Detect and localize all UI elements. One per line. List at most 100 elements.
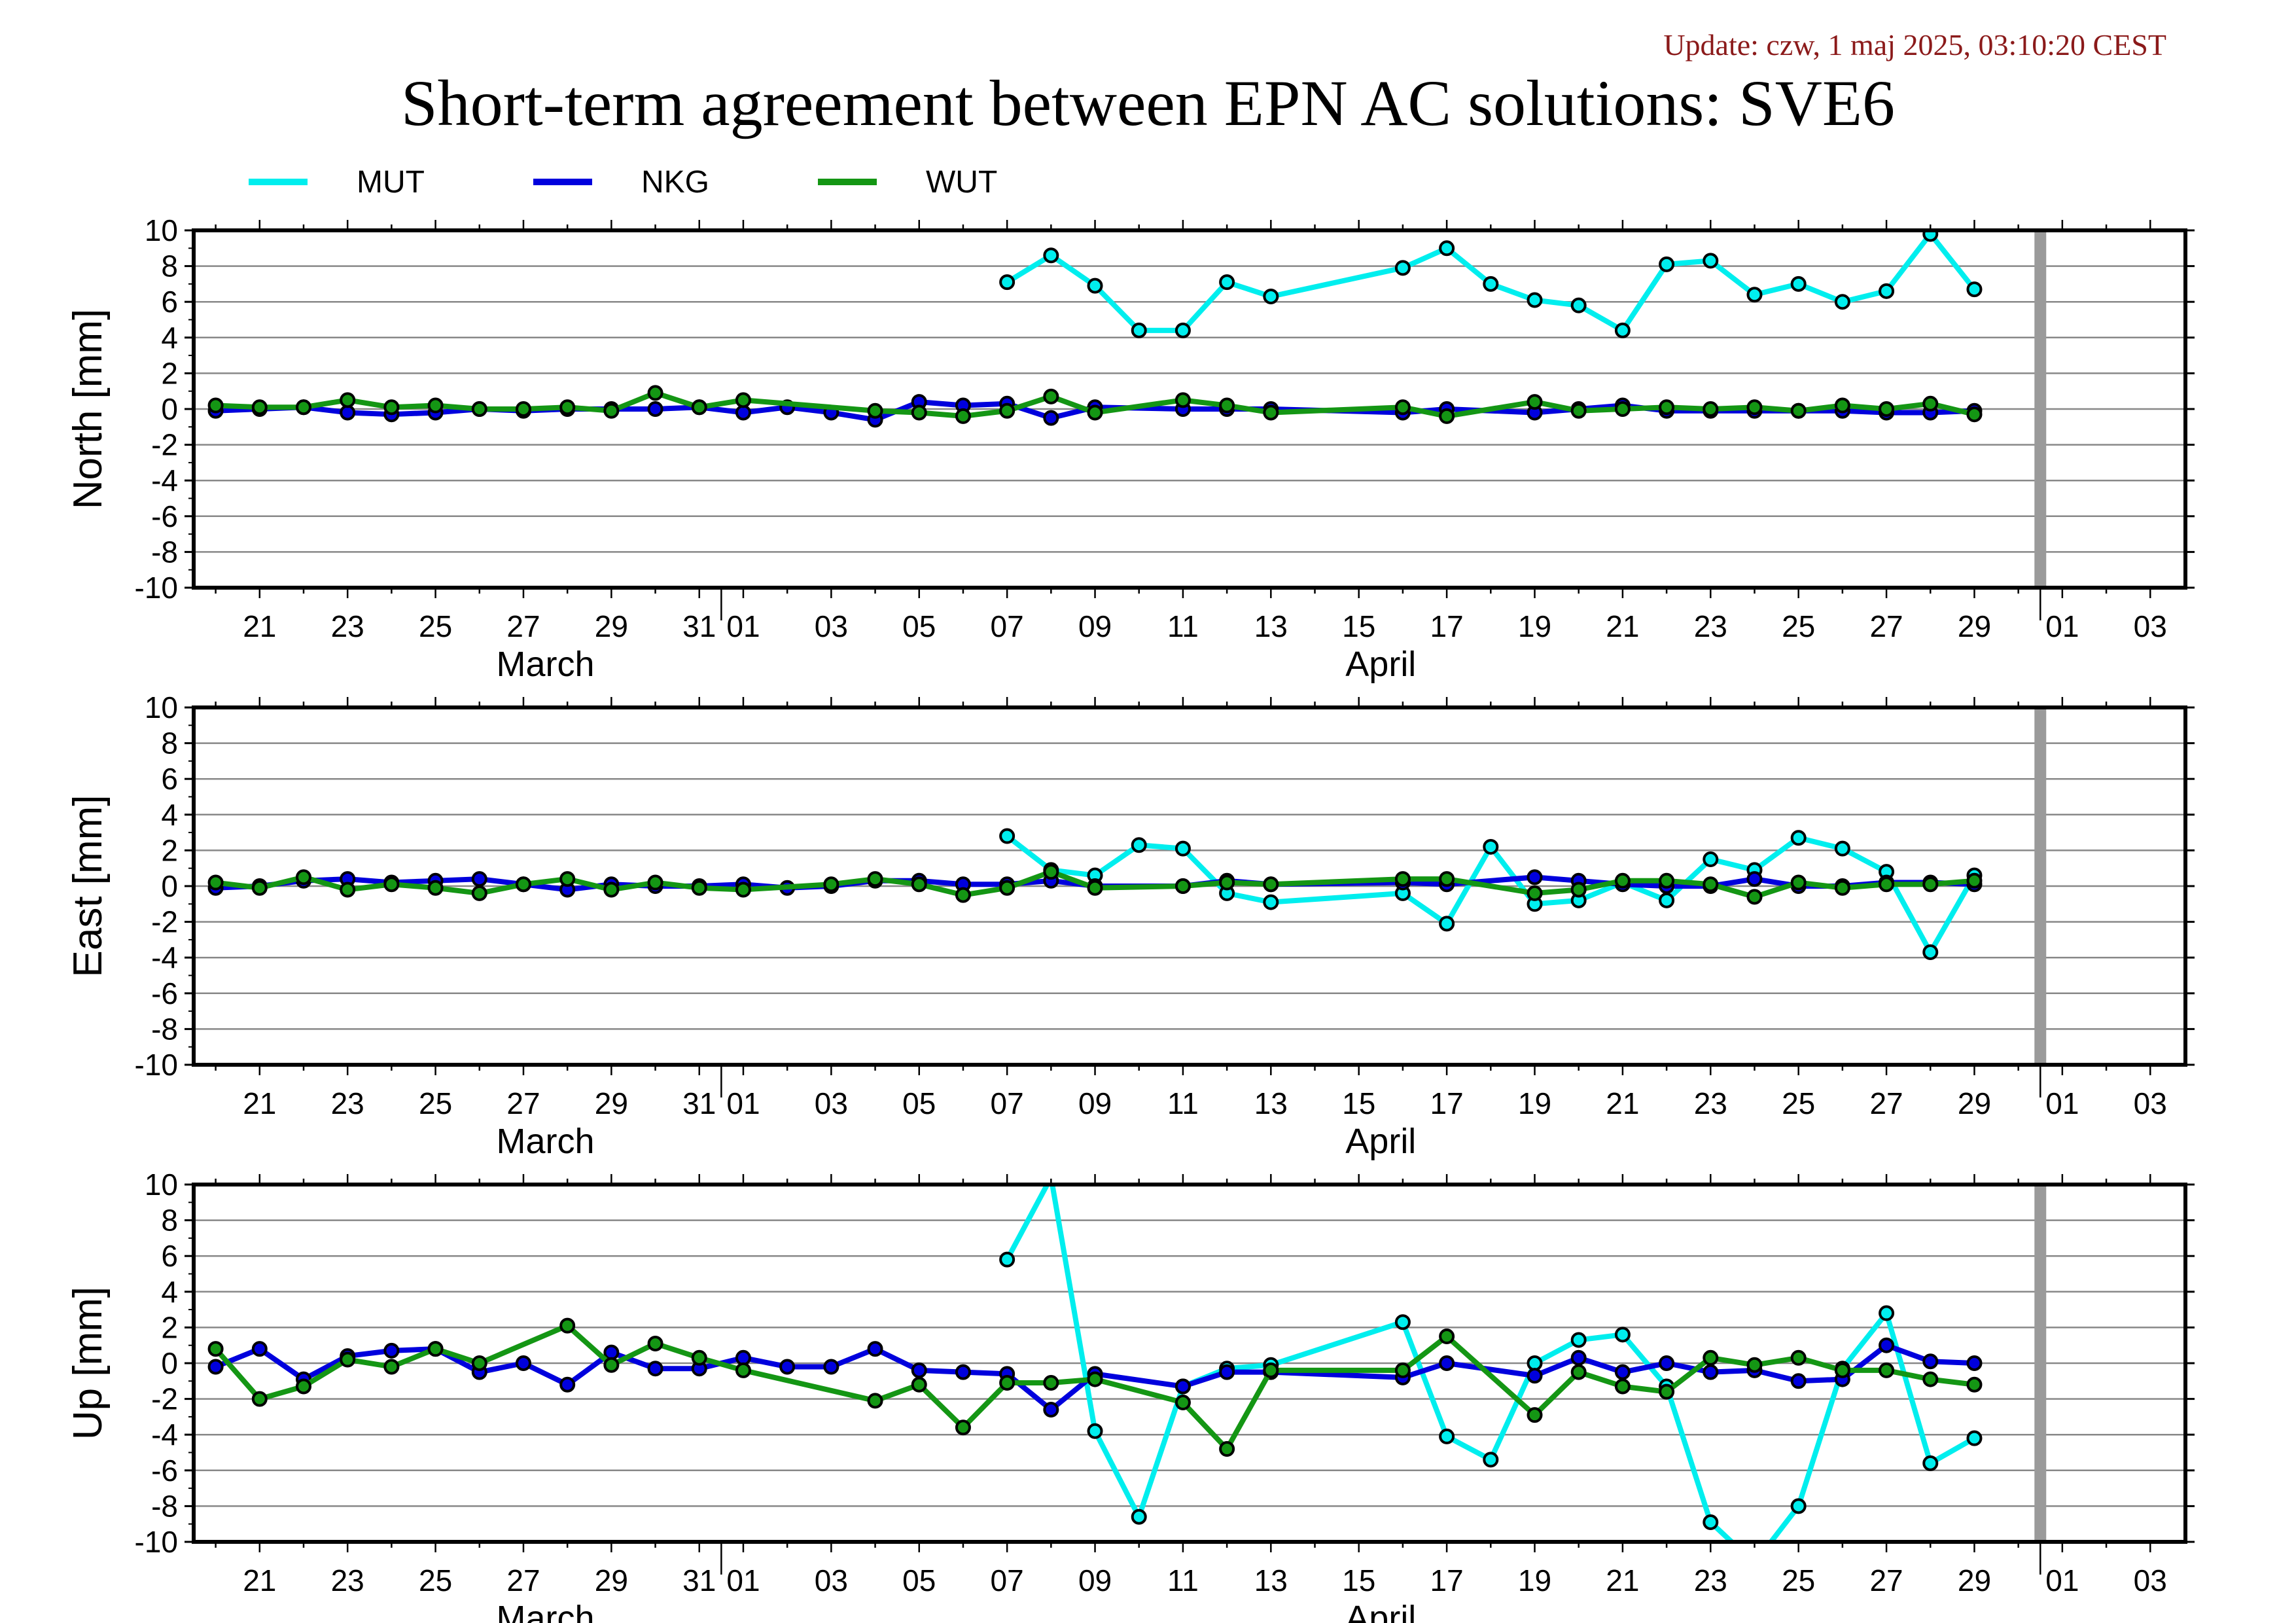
- data-point-wut: [647, 1335, 663, 1351]
- x-tick-label: 03: [2134, 1563, 2167, 1597]
- data-point-wut: [955, 408, 971, 424]
- data-point-wut: [1439, 1329, 1455, 1345]
- data-point-mut: [1922, 230, 1939, 242]
- data-point-wut: [1570, 882, 1587, 898]
- data-point-nkg: [1790, 1373, 1807, 1389]
- x-tick-label: 19: [1518, 1086, 1551, 1120]
- x-tick-label: 13: [1254, 1563, 1288, 1597]
- month-label: April: [1345, 1122, 1416, 1161]
- data-point-wut: [647, 385, 663, 401]
- current-date-marker: [2034, 230, 2047, 588]
- y-tick-label: 8: [161, 726, 178, 760]
- x-tick-label: 07: [991, 609, 1024, 643]
- data-point-mut: [1131, 1508, 1147, 1525]
- data-point-mut: [1879, 283, 1895, 299]
- y-tick-label: -10: [135, 571, 178, 605]
- data-point-nkg: [1439, 1355, 1455, 1371]
- legend-label: MUT: [357, 165, 425, 200]
- data-point-mut: [1834, 294, 1850, 310]
- x-tick-label: 21: [1606, 1086, 1639, 1120]
- x-tick-label: 29: [1958, 1086, 1991, 1120]
- data-point-nkg: [1614, 1364, 1631, 1380]
- x-tick-label: 01: [726, 1563, 760, 1597]
- data-point-mut: [1790, 276, 1807, 292]
- month-label: March: [497, 1599, 595, 1623]
- data-point-nkg: [1703, 1364, 1719, 1380]
- y-tick-label: 4: [161, 321, 178, 355]
- data-point-mut: [1087, 1423, 1103, 1439]
- data-point-wut: [1527, 885, 1543, 901]
- data-point-mut: [1570, 1332, 1587, 1348]
- data-point-mut: [999, 274, 1016, 291]
- data-point-nkg: [1659, 1355, 1675, 1371]
- y-tick-label: 10: [145, 690, 178, 724]
- y-tick-label: -4: [151, 940, 178, 974]
- data-point-wut: [955, 1419, 971, 1436]
- data-point-wut: [1174, 392, 1191, 408]
- panel-frame: [192, 228, 2187, 590]
- y-tick-label: 4: [161, 1275, 178, 1309]
- x-tick-label: 03: [2134, 1086, 2167, 1120]
- x-tick-label: 25: [419, 1563, 452, 1597]
- data-point-mut: [1439, 240, 1455, 257]
- data-point-wut: [1746, 399, 1763, 416]
- data-point-wut: [1570, 1364, 1587, 1380]
- data-point-wut: [1043, 1375, 1059, 1391]
- y-tick-label: -4: [151, 463, 178, 497]
- x-tick-label: 17: [1430, 1086, 1464, 1120]
- data-point-wut: [955, 887, 971, 903]
- data-point-nkg: [647, 401, 663, 417]
- x-tick-label: 31: [682, 1563, 716, 1597]
- data-point-wut: [251, 399, 268, 416]
- x-tick-label: 23: [1694, 1563, 1727, 1597]
- data-point-wut: [1527, 394, 1543, 410]
- data-point-wut: [471, 1355, 487, 1371]
- data-point-mut: [1614, 1327, 1631, 1343]
- data-point-wut: [735, 392, 751, 408]
- data-point-wut: [251, 1391, 268, 1407]
- data-point-mut: [1483, 276, 1499, 292]
- data-point-wut: [1790, 874, 1807, 891]
- data-point-wut: [603, 882, 620, 898]
- month-label: March: [497, 645, 595, 684]
- data-point-wut: [471, 885, 487, 901]
- data-point-wut: [691, 1349, 707, 1366]
- data-point-wut: [1746, 1357, 1763, 1373]
- data-point-wut: [207, 1341, 224, 1357]
- data-point-mut: [1748, 1557, 1761, 1570]
- data-point-mut: [1394, 260, 1411, 276]
- data-point-nkg: [1966, 1355, 1983, 1371]
- data-point-wut: [1219, 1441, 1235, 1457]
- panel-frame: [192, 1183, 2187, 1544]
- y-axis-label: East [mm]: [65, 794, 111, 977]
- data-point-wut: [1263, 876, 1279, 893]
- data-point-wut: [603, 402, 620, 419]
- x-tick-label: 11: [1167, 1563, 1199, 1597]
- data-point-wut: [1966, 406, 1983, 423]
- data-point-mut: [999, 828, 1016, 844]
- x-tick-label: 25: [419, 609, 452, 643]
- data-point-wut: [383, 399, 400, 416]
- x-tick-label: 23: [331, 1563, 364, 1597]
- data-point-wut: [1703, 876, 1719, 893]
- data-point-mut: [1703, 851, 1719, 868]
- data-point-wut: [911, 404, 927, 421]
- data-point-nkg: [955, 1364, 971, 1380]
- data-point-wut: [1790, 1349, 1807, 1366]
- x-tick-label: 05: [902, 1563, 936, 1597]
- x-tick-label: 09: [1078, 1563, 1112, 1597]
- data-point-mut: [1659, 256, 1675, 272]
- x-tick-label: 07: [991, 1563, 1024, 1597]
- data-point-nkg: [1219, 1364, 1235, 1380]
- x-tick-label: 01: [2045, 1563, 2079, 1597]
- series-group: [207, 230, 1983, 428]
- data-point-wut: [867, 871, 883, 887]
- x-tick-label: 17: [1430, 609, 1464, 643]
- x-tick-label: 03: [2134, 609, 2167, 643]
- month-label: April: [1345, 1599, 1416, 1623]
- data-point-wut: [1703, 1349, 1719, 1366]
- data-point-wut: [1879, 876, 1895, 893]
- x-tick-label: 29: [595, 1563, 628, 1597]
- data-point-wut: [1922, 1371, 1939, 1387]
